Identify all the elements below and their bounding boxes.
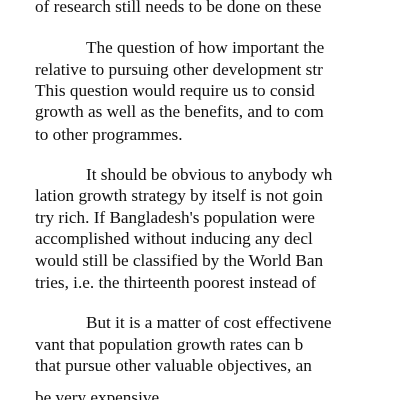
- text-line: vant that population growth rates can b: [35, 335, 304, 354]
- text-line: to other programmes.: [35, 125, 183, 144]
- text-line: accomplished without inducing any decl: [35, 229, 313, 248]
- text-line: The question of how important the: [86, 38, 325, 57]
- text-line: This question would require us to consid: [35, 81, 315, 100]
- text-line: But it is a matter of cost effectivene: [86, 313, 332, 332]
- text-line: be very expensive.: [35, 388, 164, 400]
- text-line: It should be obvious to anybody wh: [86, 165, 333, 184]
- text-line: growth as well as the benefits, and to c…: [35, 102, 324, 121]
- text-line: try rich. If Bangladesh's population wer…: [35, 208, 315, 227]
- text-line: would still be classified by the World B…: [35, 251, 324, 270]
- text-line: tries, i.e. the thirteenth poorest inste…: [35, 273, 317, 292]
- text-line: lation growth strategy by itself is not …: [35, 186, 323, 205]
- text-line: relative to pursuing other development s…: [35, 60, 323, 79]
- text-line: of research still needs to be done on th…: [35, 0, 322, 16]
- text-line: that pursue other valuable objectives, a…: [35, 356, 312, 375]
